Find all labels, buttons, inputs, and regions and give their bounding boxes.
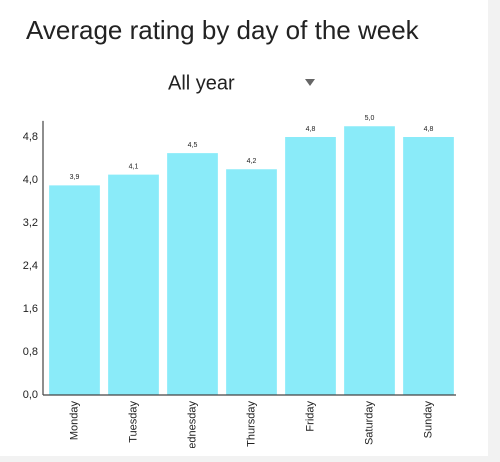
x-tick-label: Tuesday xyxy=(127,401,139,443)
dropdown-arrow[interactable] xyxy=(305,79,315,86)
bar xyxy=(49,185,100,395)
y-tick-label: 3,2 xyxy=(23,217,38,229)
x-tick-labels: Monday Tuesday Wednesday Thursday Friday Satu… xyxy=(68,401,434,459)
value-label: 4,5 xyxy=(188,142,198,149)
x-tick-label: Saturday xyxy=(363,401,375,446)
value-label: 5,0 xyxy=(365,115,375,122)
bar xyxy=(167,153,218,395)
bar xyxy=(344,126,395,395)
x-tick-label: Sunday xyxy=(422,401,434,439)
x-tick-label: Friday xyxy=(304,401,316,432)
bar xyxy=(403,137,454,395)
y-tick-label: 1,6 xyxy=(23,303,38,315)
value-label: 3,9 xyxy=(70,174,80,181)
value-label: 4,8 xyxy=(424,126,434,133)
y-tick-labels: 0,0 0,8 1,6 2,4 3,2 4,0 4,8 xyxy=(23,131,38,401)
chart-title: Average rating by day of the week xyxy=(26,15,420,45)
x-tick-label: Thursday xyxy=(245,401,257,447)
bar xyxy=(226,169,277,395)
value-label: 4,2 xyxy=(247,158,257,165)
value-label: 4,8 xyxy=(306,126,316,133)
x-tick-label: Wednesday xyxy=(186,401,198,459)
value-label: 4,1 xyxy=(129,163,139,170)
y-tick-label: 2,4 xyxy=(23,260,38,272)
bar xyxy=(108,174,159,395)
y-tick-label: 0,0 xyxy=(23,389,38,401)
dropdown[interactable]: All year xyxy=(168,72,315,94)
x-tick-label: Monday xyxy=(68,401,80,441)
y-tick-label: 0,8 xyxy=(23,346,38,358)
y-tick-label: 4,8 xyxy=(23,131,38,143)
y-tick-label: 4,0 xyxy=(23,174,38,186)
bar xyxy=(285,137,336,395)
dropdown-label[interactable]: All year xyxy=(168,72,235,94)
